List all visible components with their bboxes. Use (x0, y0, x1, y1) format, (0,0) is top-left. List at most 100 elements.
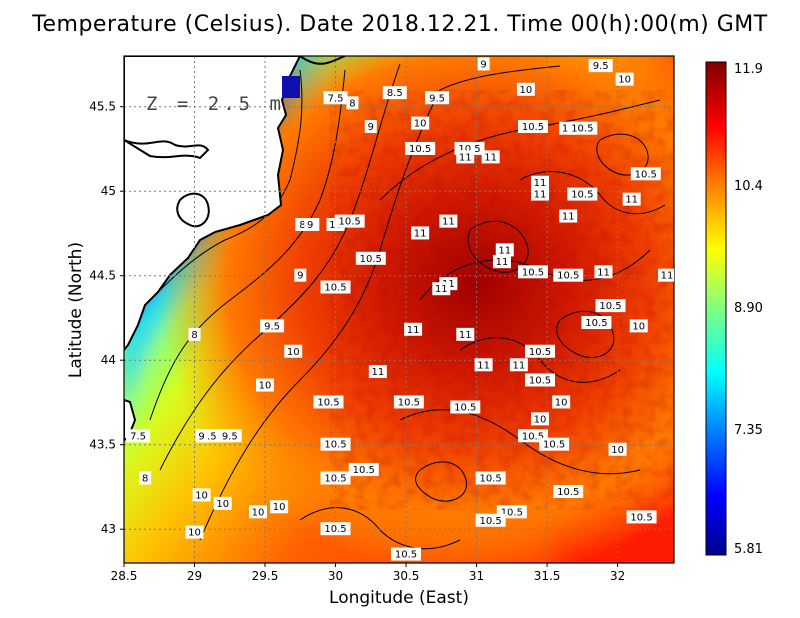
contour-label-box (553, 268, 584, 282)
contour-label-text: 10.5 (571, 190, 593, 201)
plot-frame (123, 55, 675, 564)
contour-label-box (539, 437, 570, 451)
contour-label: 11 (474, 358, 493, 372)
x-tick-label: 29.5 (252, 569, 279, 583)
contour-label: 10 (185, 525, 204, 539)
contour-label-text: 10 (520, 85, 533, 96)
contour-label: 10.5 (517, 265, 548, 279)
contour-label: 10.5 (393, 395, 424, 409)
contour-label-text: 11 (661, 271, 674, 282)
contour-label: 10.5 (348, 463, 379, 477)
contour-label: 10.5 (581, 316, 612, 330)
contour-label-text: 9 (368, 122, 374, 133)
contour-label-box (517, 119, 548, 133)
contour-label-box (256, 378, 275, 392)
contour-label-text: 10 (611, 445, 624, 456)
contour-label: 11 (594, 265, 613, 279)
contour-label-text: 10.5 (324, 524, 346, 535)
contour-label-box (139, 471, 152, 485)
contour-label: 10.5 (567, 121, 598, 135)
contour-label: 10.5 (405, 141, 436, 155)
contour-label-text: 10 (252, 507, 265, 518)
contour-label: 11 (492, 255, 511, 269)
contour-label: 10.5 (595, 299, 626, 313)
contour-label-box (517, 265, 548, 279)
contour-label-text: 11 (534, 178, 547, 189)
contour-label-box (615, 72, 634, 86)
contour-label: 10.5 (334, 214, 365, 228)
contour-label-text: 8.5 (201, 431, 217, 442)
contour-label-text: 10.5 (339, 217, 361, 228)
contour-label-text: 10 (534, 414, 547, 425)
lagoon-outline (176, 192, 210, 228)
colorbar-label-4: 7.35 (734, 423, 763, 438)
contour-label-box (334, 214, 365, 228)
contour-label: 10.5 (626, 510, 657, 524)
contour-label-text: 9 (297, 271, 303, 282)
contour-label: 10.5 (525, 373, 556, 387)
x-tick-label: 28.5 (111, 569, 138, 583)
contour-label-text: 9 (198, 431, 204, 442)
deep-cold-spot (282, 76, 300, 98)
y-tick-label: 45.5 (89, 100, 116, 114)
contour-label-box (192, 488, 211, 502)
contour-label-text: 9.5 (222, 431, 238, 442)
contour-label: 10.5 (630, 167, 661, 181)
contour-label-text: 9.5 (264, 321, 280, 332)
contour-label-box (391, 547, 422, 561)
x-axis-ticks: 28.5 29 29.5 30 30.5 31 31.5 32 (111, 563, 625, 583)
contour-label-text: 8 (191, 330, 197, 341)
contour-label-text: 10.5 (635, 169, 657, 180)
contour-label-box (270, 500, 289, 514)
contour-label: 11 (456, 327, 475, 341)
contour-label: 10.5 (320, 280, 351, 294)
contour-label-text: 8.5 (387, 88, 403, 99)
contour-label-box (432, 282, 451, 296)
contour-label-text: 10.5 (543, 440, 565, 451)
contour-label-text: 10 (287, 347, 300, 358)
contour-label-text: 10 (414, 119, 427, 130)
contour-label-text: 9 (480, 59, 486, 70)
contour-label-box (405, 141, 436, 155)
coordinate-grid (124, 56, 674, 563)
contour-label-text: 10.5 (599, 301, 621, 312)
contour-label-box (559, 209, 578, 223)
contour-label: 8 (188, 327, 201, 341)
contour-label-text: 10.5 (522, 122, 544, 133)
contour-label-box (495, 243, 514, 257)
contour-label: 11 (439, 214, 458, 228)
contour-label-box (475, 513, 506, 527)
contour-label: 10 (270, 500, 289, 514)
x-tick-label: 30.5 (393, 569, 420, 583)
contour-label-box (516, 82, 535, 96)
contour-label: 10 (256, 378, 275, 392)
contour-label-box (552, 395, 571, 409)
x-tick-label: 29 (187, 569, 202, 583)
contour-label-box (320, 280, 351, 294)
y-axis-label: Latitude (North) (66, 241, 86, 379)
contour-label-text: 8 (142, 474, 148, 485)
contour-label: 11 (657, 268, 674, 282)
contour-label-text: 10.5 (522, 431, 544, 442)
contour-label: 10 (411, 116, 430, 130)
contour-label-text: 11 (442, 217, 455, 228)
contour-label: 10.5 (553, 268, 584, 282)
contour-label: 10 (516, 82, 535, 96)
contour-label-box (456, 150, 475, 164)
contour-label: 8 (346, 96, 359, 110)
contour-label-text: 10.5 (557, 487, 579, 498)
contour-label: 10.5 (475, 471, 506, 485)
contour-label-box (260, 319, 285, 333)
contour-label: 8.5 (382, 86, 407, 100)
contour-label-box (188, 327, 201, 341)
contour-label-box (630, 167, 661, 181)
contour-label-text: 11 (477, 360, 490, 371)
contour-label-box (595, 299, 626, 313)
contour-label-box (525, 373, 556, 387)
land-mass (124, 56, 302, 352)
contour-label-text: 10.5 (398, 397, 420, 408)
contour-label-box (456, 327, 475, 341)
contour-label-box (368, 365, 387, 379)
contour-label-box (195, 429, 208, 443)
